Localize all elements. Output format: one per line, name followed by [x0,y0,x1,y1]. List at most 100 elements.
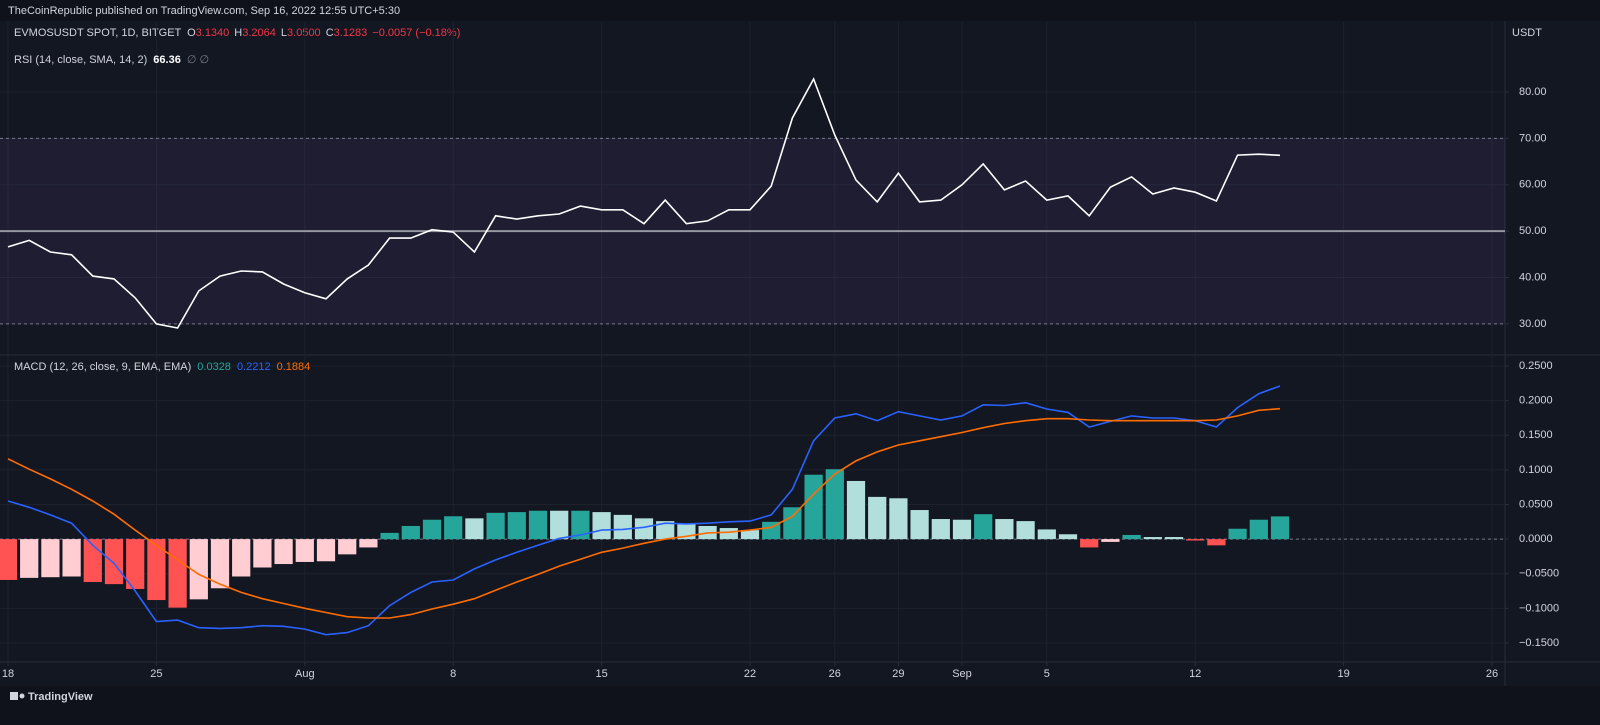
histogram-bar [825,469,844,540]
histogram-bar [910,510,929,540]
ohlc-value: 3.1283 [334,27,368,39]
histogram-bar [1037,529,1056,540]
histogram-bar [486,512,505,540]
top-bar [0,0,1600,21]
histogram-bar [1270,516,1290,540]
change: −0.0057 (−0.18%) [372,27,460,39]
histogram-bar [253,539,272,568]
histogram-bar [274,539,293,565]
symbol: EVMOSUSDT SPOT, 1D, BITGET [14,27,182,39]
ohlc-key: C [326,27,334,39]
histogram-bar [295,539,314,562]
histogram-bar [189,539,208,600]
x-tick-label: 8 [450,668,456,680]
x-tick-label: 26 [1486,668,1498,680]
x-tick-label: Sep [952,668,972,680]
histogram-bar [995,519,1014,540]
ohlc-key: O [187,27,196,39]
histogram-bar [444,516,463,540]
histogram-bar [507,512,526,540]
rsi-line [7,77,1281,329]
legend-title: RSI (14, close, SMA, 14, 2) [14,54,147,66]
histogram-bar [931,519,950,540]
ohlc-key: H [234,27,242,39]
x-tick-label: 5 [1044,668,1050,680]
histogram-bar [868,496,887,540]
brand-logo [10,692,25,700]
x-tick-label: 26 [829,668,841,680]
histogram-bar [1228,528,1247,540]
legend-value: 66.36 [153,54,181,66]
y-tick-label: 50.00 [1519,225,1547,237]
histogram-bar [1101,539,1120,542]
y-tick-label: 80.00 [1519,86,1547,98]
brand: TradingView [28,691,93,703]
y-tick-label: 0.1500 [1519,429,1553,441]
histogram-bar [1164,537,1184,540]
histogram-bar [1080,539,1099,548]
histogram-bar [592,512,611,540]
y-tick-label: −0.1500 [1519,637,1559,649]
pane-legend: RSI (14, close, SMA, 14, 2) 66.36 ∅ ∅ [14,54,209,66]
histogram-bar [359,539,378,548]
histogram-bar [20,539,39,578]
histogram-bar [422,519,442,540]
x-tick-label: 29 [892,668,904,680]
histogram-bar [316,539,336,562]
histogram-bar [1143,537,1162,540]
histogram-bar [1186,539,1205,541]
histogram-bar [168,539,187,608]
histogram-bar [104,539,124,585]
histogram-bar [762,521,781,540]
y-tick-label: 0.2000 [1519,395,1553,407]
y-tick-label: 30.00 [1519,318,1547,330]
symbol-header: EVMOSUSDT SPOT, 1D, BITGET O3.1340 H3.2064… [14,27,460,39]
histogram-bar [126,539,145,589]
histogram-bar [846,480,866,540]
x-tick-label: 12 [1189,668,1201,680]
histogram-bar [1207,539,1226,546]
histogram-bar [804,474,823,540]
y-tick-label: −0.0500 [1519,568,1559,580]
x-tick-label: Aug [295,668,315,680]
legend-value: 0.1884 [277,361,311,373]
histogram-bar [380,532,399,540]
histogram-bar [783,507,802,540]
ohlc-value: 3.1340 [196,27,230,39]
ohlc-value: 3.2064 [242,27,276,39]
histogram-bar [528,510,548,540]
ohlc-value: 3.0500 [287,27,321,39]
histogram-bar [401,525,420,540]
histogram-bar [232,539,251,577]
histogram-bar [1122,534,1141,540]
histogram-bar [889,498,908,540]
pane-legend: MACD (12, 26, close, 9, EMA, EMA) 0.0328 0… [14,361,310,373]
y-tick-label: 0.0500 [1519,498,1553,510]
histogram-bar [656,521,675,540]
pane [0,22,1505,354]
y-tick-label: 70.00 [1519,132,1547,144]
pane [0,356,1505,662]
x-tick-label: 19 [1337,668,1349,680]
histogram-bar [1016,521,1035,540]
x-tick-label: 15 [595,668,607,680]
histogram-bar [41,539,60,578]
published-note: TheCoinRepublic published on TradingView… [8,5,400,17]
histogram-bar [571,510,590,540]
histogram-bar [952,519,972,540]
ohlc-key: L [281,27,287,39]
histogram-bar [0,539,18,580]
y-tick-label: 0.2500 [1519,360,1553,372]
macd-line [7,385,1281,636]
y-tick-label: 60.00 [1519,179,1547,191]
legend-value: ∅ ∅ [187,54,209,66]
x-tick-label: 18 [2,668,14,680]
y-tick-label: 0.1000 [1519,464,1553,476]
y-tick-label: −0.1000 [1519,602,1559,614]
bottom-bar [0,686,1600,725]
histogram-bar [465,518,484,540]
histogram-bar [719,528,738,540]
y-tick-label: 0.0000 [1519,533,1553,545]
